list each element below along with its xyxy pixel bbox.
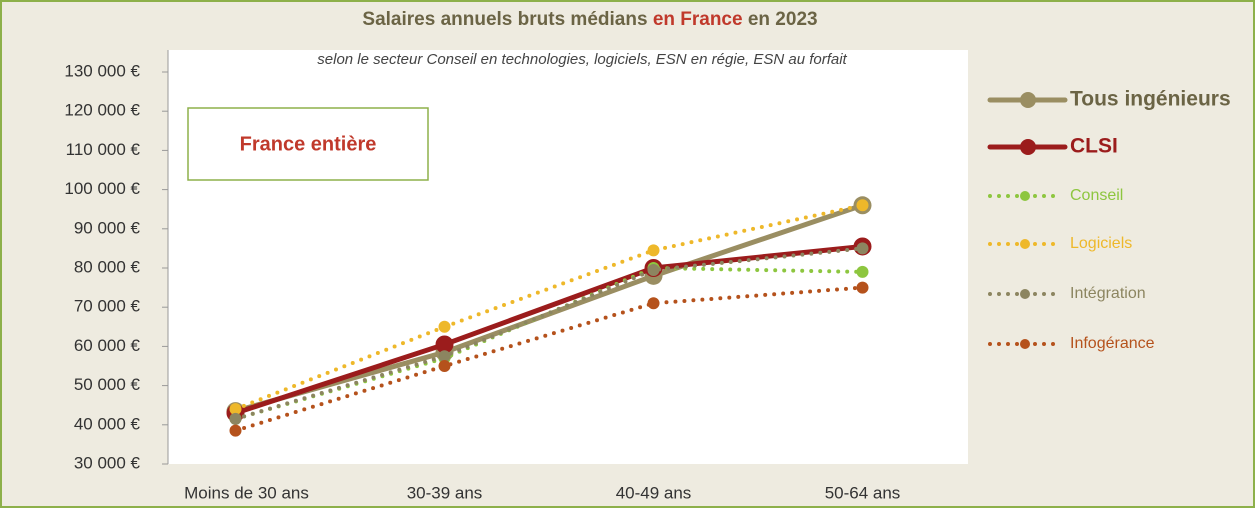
data-point [856, 242, 869, 255]
series-line [233, 285, 865, 433]
data-point [438, 360, 451, 372]
x-tick-label: 30-39 ans [407, 483, 483, 502]
series-line [233, 243, 865, 416]
legend-label: Conseil [1070, 187, 1123, 204]
data-point [229, 424, 242, 437]
legend-marker [1020, 191, 1030, 201]
series-line [233, 202, 865, 414]
legend-marker [1020, 339, 1030, 349]
title-part: en France [653, 9, 743, 30]
data-point [229, 403, 242, 416]
data-point [647, 263, 660, 276]
legend-label: CLSI [1070, 135, 1118, 158]
data-point [438, 320, 451, 333]
y-tick-label: 70 000 € [74, 297, 141, 316]
legend-label: Infogérance [1070, 335, 1155, 352]
y-tick-label: 30 000 € [74, 453, 141, 472]
y-tick-label: 90 000 € [74, 218, 141, 237]
legend-marker [1020, 92, 1036, 108]
y-tick-label: 100 000 € [64, 179, 140, 198]
y-tick-label: 50 000 € [74, 375, 141, 394]
data-point [856, 199, 869, 212]
y-tick-label: 40 000 € [74, 414, 141, 433]
series-line [233, 246, 865, 421]
title-part: Salaires annuels bruts médians [362, 9, 647, 30]
y-tick-label: 60 000 € [74, 336, 141, 355]
chart-title: Salaires annuels bruts médians en France… [362, 9, 817, 30]
data-point [647, 297, 660, 310]
legend-marker [1020, 289, 1030, 299]
x-tick-label: Moins de 30 ans [184, 483, 309, 502]
legend-label: Logiciels [1070, 235, 1132, 252]
legend-label: Tous ingénieurs [1070, 88, 1231, 111]
y-tick-label: 110 000 € [66, 140, 141, 159]
annotation: France entière [240, 133, 377, 155]
y-tick-label: 80 000 € [74, 257, 141, 276]
data-point [435, 335, 454, 354]
title-part: en 2023 [748, 9, 818, 30]
y-tick-label: 130 000 € [64, 61, 140, 80]
legend-marker [1020, 139, 1036, 155]
data-point [229, 412, 242, 425]
x-tick-label: 50-64 ans [825, 483, 901, 502]
data-point [647, 244, 660, 257]
data-point [856, 265, 869, 278]
chart-subtitle: selon le secteur Conseil en technologies… [317, 51, 847, 68]
x-tick-label: 40-49 ans [616, 483, 692, 502]
legend-marker [1020, 239, 1030, 249]
data-point [856, 281, 869, 294]
legend-label: Intégration [1070, 285, 1146, 302]
y-tick-label: 120 000 € [64, 101, 140, 120]
annotation-box [187, 107, 429, 181]
data-point [438, 350, 451, 363]
